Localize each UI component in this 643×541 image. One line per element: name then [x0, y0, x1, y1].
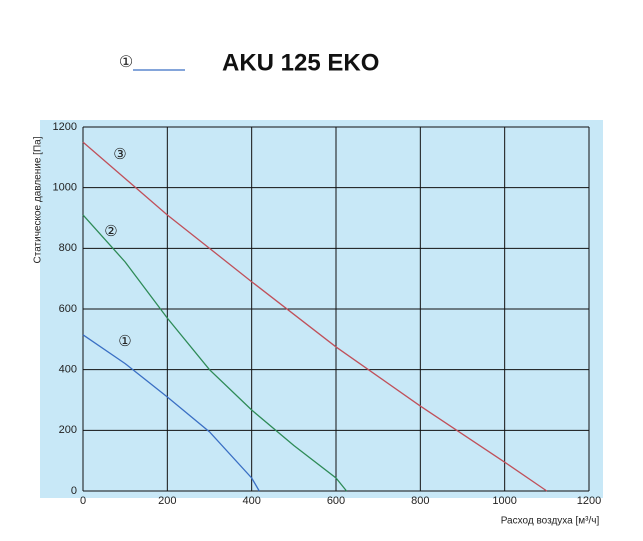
x-tick-label: 600	[327, 495, 345, 507]
y-tick-label: 0	[71, 485, 77, 497]
x-axis-label: Расход воздуха [м³/ч]	[501, 516, 600, 527]
curve	[82, 141, 548, 492]
y-tick-label: 1000	[53, 182, 77, 194]
x-tick-label: 800	[411, 495, 429, 507]
x-tick-label: 400	[242, 495, 260, 507]
y-tick-label: 200	[59, 424, 77, 436]
y-tick-label: 800	[59, 242, 77, 254]
chart-title: AKU 125 EKO	[222, 49, 379, 76]
curve-label: ③	[113, 146, 126, 163]
x-tick-label: 200	[158, 495, 176, 507]
curve	[82, 334, 260, 492]
x-tick-label: 1200	[577, 495, 601, 507]
curve-label: ①	[118, 333, 131, 350]
y-tick-label: 400	[59, 364, 77, 376]
curve	[82, 214, 348, 492]
y-tick-label: 1200	[53, 121, 77, 133]
y-tick-label: 600	[59, 303, 77, 315]
legend-label: ①	[119, 54, 133, 71]
x-tick-label: 0	[80, 495, 86, 507]
curve-label: ②	[104, 223, 117, 240]
x-tick-label: 1000	[492, 495, 516, 507]
y-axis-label: Статическое давление [Па]	[33, 136, 44, 263]
